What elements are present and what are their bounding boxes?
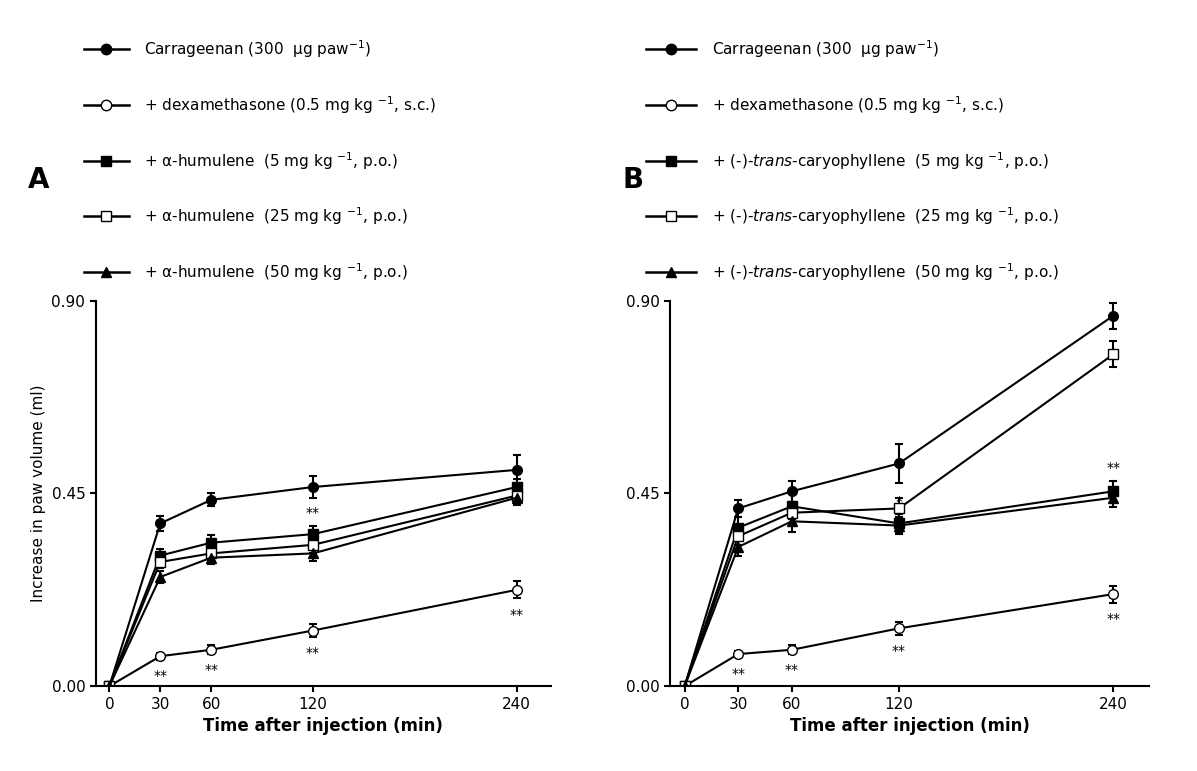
Text: Carrageenan (300  μg paw$^{-1}$): Carrageenan (300 μg paw$^{-1}$)	[712, 39, 940, 60]
Text: **: **	[1106, 612, 1120, 626]
Text: A: A	[28, 166, 49, 194]
Text: **: **	[1106, 462, 1120, 476]
Text: **: **	[892, 645, 906, 658]
Text: **: **	[153, 669, 168, 683]
X-axis label: Time after injection (min): Time after injection (min)	[790, 717, 1029, 736]
Text: + α-humulene  (5 mg kg $^{-1}$, p.o.): + α-humulene (5 mg kg $^{-1}$, p.o.)	[144, 150, 399, 172]
Text: + α-humulene  (25 mg kg $^{-1}$, p.o.): + α-humulene (25 mg kg $^{-1}$, p.o.)	[144, 206, 408, 227]
Text: + (-)-$\it{trans}$-caryophyllene  (5 mg kg $^{-1}$, p.o.): + (-)-$\it{trans}$-caryophyllene (5 mg k…	[712, 150, 1050, 172]
Text: Carrageenan (300  μg paw$^{-1}$): Carrageenan (300 μg paw$^{-1}$)	[144, 39, 371, 60]
Text: + dexamethasone (0.5 mg kg $^{-1}$, s.c.): + dexamethasone (0.5 mg kg $^{-1}$, s.c.…	[144, 94, 436, 116]
Text: + dexamethasone (0.5 mg kg $^{-1}$, s.c.): + dexamethasone (0.5 mg kg $^{-1}$, s.c.…	[712, 94, 1004, 116]
Text: *: *	[895, 495, 903, 509]
Text: **: **	[731, 667, 746, 681]
Text: **: **	[306, 507, 320, 520]
Text: + (-)-$\it{trans}$-caryophyllene  (25 mg kg $^{-1}$, p.o.): + (-)-$\it{trans}$-caryophyllene (25 mg …	[712, 206, 1059, 227]
Text: B: B	[622, 166, 644, 194]
Text: **: **	[785, 664, 798, 678]
Text: + (-)-$\it{trans}$-caryophyllene  (50 mg kg $^{-1}$, p.o.): + (-)-$\it{trans}$-caryophyllene (50 mg …	[712, 261, 1059, 283]
Text: **: **	[306, 646, 320, 660]
Text: **: **	[510, 608, 523, 621]
Text: **: **	[205, 664, 218, 678]
Text: + α-humulene  (50 mg kg $^{-1}$, p.o.): + α-humulene (50 mg kg $^{-1}$, p.o.)	[144, 261, 408, 283]
X-axis label: Time after injection (min): Time after injection (min)	[203, 717, 443, 736]
Y-axis label: Increase in paw volume (ml): Increase in paw volume (ml)	[31, 385, 45, 602]
